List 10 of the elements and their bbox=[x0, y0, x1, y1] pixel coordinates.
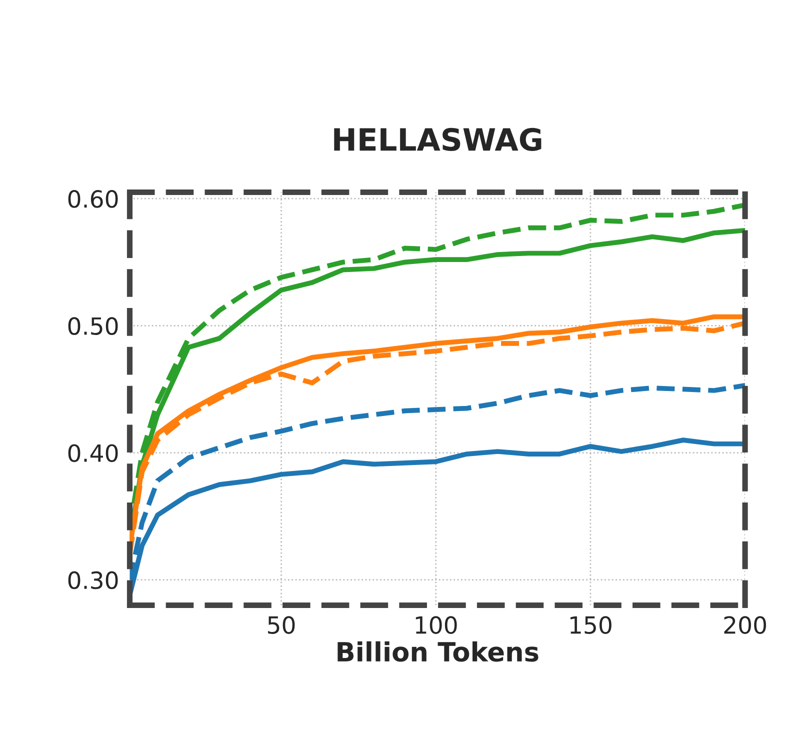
chart-title: HELLASWAG bbox=[334, 128, 542, 152]
y-tick-label: 0.30 bbox=[68, 571, 118, 590]
x-tick-label: 200 bbox=[724, 616, 766, 634]
x-axis-title: Billion Tokens bbox=[338, 641, 538, 662]
y-tick-label: 0.60 bbox=[68, 190, 118, 208]
y-tick-label: 0.40 bbox=[68, 444, 118, 462]
y-tick-label: 0.50 bbox=[68, 317, 118, 335]
x-tick-label: 150 bbox=[570, 616, 612, 634]
x-tick-label: 50 bbox=[268, 616, 295, 634]
x-tick-label: 100 bbox=[416, 616, 457, 634]
